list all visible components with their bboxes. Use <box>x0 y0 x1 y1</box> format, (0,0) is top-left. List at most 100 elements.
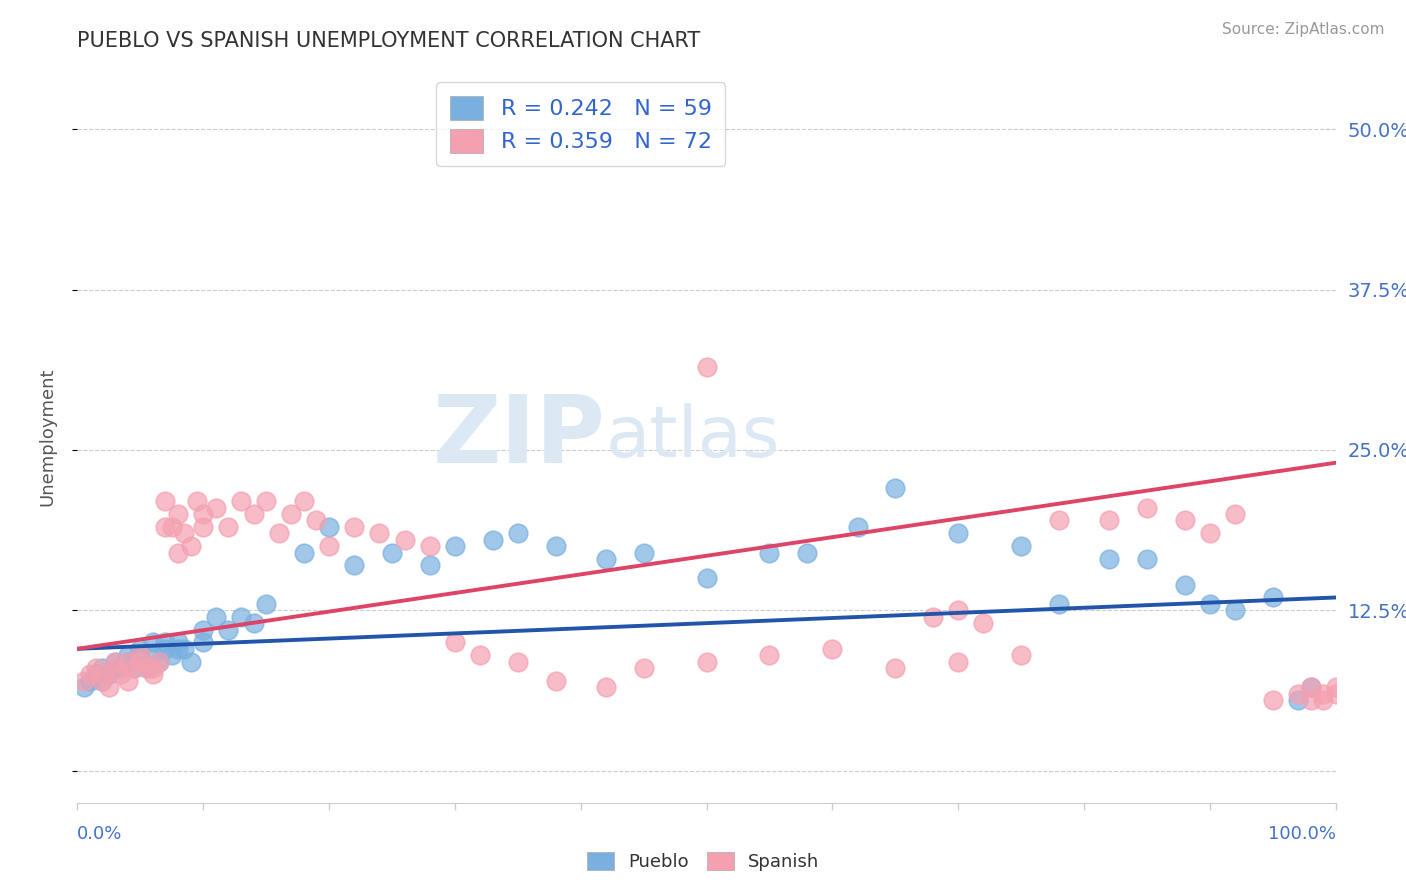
Point <box>1136 552 1159 566</box>
Point <box>242 507 264 521</box>
Point <box>84 667 107 681</box>
Point <box>1199 526 1222 541</box>
Point <box>696 655 718 669</box>
Point <box>267 526 290 541</box>
Point <box>280 507 302 521</box>
Point <box>1223 507 1246 521</box>
Point <box>72 681 94 695</box>
Point <box>110 667 132 681</box>
Point <box>129 648 152 663</box>
Point <box>394 533 416 547</box>
Point <box>117 673 139 688</box>
Point <box>948 603 970 617</box>
Point <box>72 673 94 688</box>
Point <box>110 661 132 675</box>
Point <box>633 545 655 559</box>
Point <box>1324 687 1347 701</box>
Point <box>167 641 190 656</box>
Point <box>242 616 264 631</box>
Point <box>155 520 177 534</box>
Point <box>1098 514 1121 528</box>
Point <box>229 494 252 508</box>
Point <box>104 661 127 675</box>
Point <box>148 655 170 669</box>
Point <box>419 558 441 573</box>
Point <box>758 545 780 559</box>
Point <box>104 655 127 669</box>
Y-axis label: Unemployment: Unemployment <box>38 368 56 507</box>
Point <box>97 681 120 695</box>
Point <box>343 520 366 534</box>
Point <box>173 641 195 656</box>
Point <box>1047 514 1070 528</box>
Text: ZIP: ZIP <box>433 391 606 483</box>
Point <box>186 494 208 508</box>
Point <box>142 661 165 675</box>
Point <box>544 673 567 688</box>
Point <box>1312 687 1334 701</box>
Point <box>506 526 529 541</box>
Point <box>91 661 114 675</box>
Point <box>135 661 157 675</box>
Point <box>167 635 190 649</box>
Point <box>254 597 277 611</box>
Point <box>368 526 391 541</box>
Point <box>1312 693 1334 707</box>
Point <box>91 673 114 688</box>
Point <box>191 520 215 534</box>
Point <box>1098 552 1121 566</box>
Point <box>160 648 183 663</box>
Point <box>318 539 340 553</box>
Legend: R = 0.242   N = 59, R = 0.359   N = 72: R = 0.242 N = 59, R = 0.359 N = 72 <box>436 82 725 167</box>
Point <box>155 494 177 508</box>
Point <box>1010 648 1032 663</box>
Point <box>155 635 177 649</box>
Point <box>135 661 157 675</box>
Point <box>117 648 139 663</box>
Point <box>191 635 215 649</box>
Point <box>191 507 215 521</box>
Point <box>595 681 617 695</box>
Point <box>104 655 127 669</box>
Point <box>595 552 617 566</box>
Point <box>419 539 441 553</box>
Point <box>343 558 366 573</box>
Point <box>204 500 226 515</box>
Point <box>796 545 818 559</box>
Point <box>1047 597 1070 611</box>
Point <box>117 655 139 669</box>
Point <box>1286 693 1309 707</box>
Point <box>884 482 907 496</box>
Point <box>1010 539 1032 553</box>
Point <box>696 359 718 374</box>
Point <box>1299 681 1322 695</box>
Point <box>948 655 970 669</box>
Point <box>444 635 467 649</box>
Point <box>129 648 152 663</box>
Point <box>381 545 404 559</box>
Point <box>155 641 177 656</box>
Point <box>1261 591 1284 605</box>
Point <box>129 655 152 669</box>
Point <box>292 494 315 508</box>
Point <box>122 661 145 675</box>
Point <box>167 545 190 559</box>
Point <box>948 526 970 541</box>
Point <box>217 623 239 637</box>
Text: Source: ZipAtlas.com: Source: ZipAtlas.com <box>1222 22 1385 37</box>
Point <box>129 641 152 656</box>
Point <box>91 667 114 681</box>
Point <box>506 655 529 669</box>
Text: 0.0%: 0.0% <box>77 825 122 843</box>
Point <box>468 648 491 663</box>
Legend: Pueblo, Spanish: Pueblo, Spanish <box>579 845 827 879</box>
Point <box>318 520 340 534</box>
Point <box>217 520 239 534</box>
Point <box>1174 577 1197 591</box>
Point <box>444 539 467 553</box>
Point <box>180 539 202 553</box>
Point <box>292 545 315 559</box>
Point <box>1223 603 1246 617</box>
Point <box>758 648 780 663</box>
Point <box>104 661 127 675</box>
